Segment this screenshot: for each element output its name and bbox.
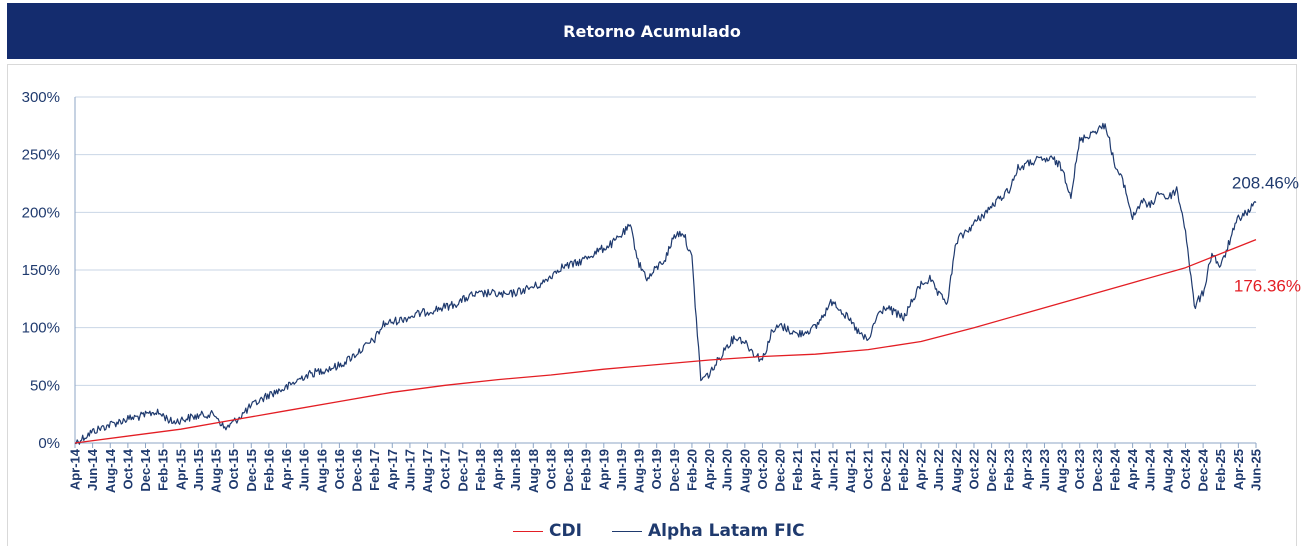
legend-item-cdi: CDI: [513, 519, 582, 543]
x-tick-label: Dec-22: [984, 449, 999, 492]
x-tick-label: Apr-16: [279, 449, 294, 490]
x-tick-label: Dec-20: [773, 449, 788, 492]
x-tick-label: Apr-14: [68, 448, 83, 490]
x-tick-label: Oct-15: [226, 449, 241, 489]
x-tick-label: Jun-16: [297, 449, 312, 491]
x-tick-label: Dec-19: [667, 449, 682, 492]
x-tick-label: Aug-20: [737, 449, 752, 493]
x-tick-label: Aug-19: [632, 449, 647, 493]
x-tick-label: Oct-19: [649, 449, 664, 489]
x-tick-label: Aug-14: [103, 448, 118, 493]
x-tick-label: Feb-15: [156, 449, 171, 491]
x-tick-label: Feb-24: [1107, 448, 1122, 491]
series-line-cdi: [74, 238, 1257, 444]
x-tick-label: Oct-21: [861, 449, 876, 489]
x-tick-label: Feb-21: [790, 449, 805, 491]
x-tick-label: Feb-16: [261, 449, 276, 491]
x-tick-label: Apr-21: [808, 449, 823, 490]
x-tick-label: Jun-24: [1143, 448, 1158, 491]
x-tick-label: Oct-23: [1072, 449, 1087, 489]
x-tick-label: Dec-16: [350, 449, 365, 492]
legend: CDI Alpha Latam FIC: [0, 519, 1303, 543]
x-tick-label: Dec-14: [138, 448, 153, 491]
x-tick-label: Jun-25: [1249, 449, 1264, 491]
x-tick-label: Apr-19: [596, 449, 611, 490]
x-tick-label: Aug-17: [420, 449, 435, 493]
series-line-alpha-latam: [74, 122, 1257, 445]
x-tick-label: Apr-24: [1125, 448, 1140, 490]
y-tick-label: 300%: [22, 89, 60, 106]
x-tick-label: Jun-15: [191, 449, 206, 491]
y-tick-label: 150%: [22, 262, 60, 279]
x-tick-label: Jun-18: [508, 449, 523, 491]
x-tick-label: Dec-15: [244, 449, 259, 492]
x-tick-label: Oct-17: [438, 449, 453, 489]
legend-item-alpha-latam: Alpha Latam FIC: [612, 519, 805, 543]
x-tick-label: Apr-22: [914, 449, 929, 490]
legend-swatch-cdi: [513, 530, 543, 532]
chart-panel: [7, 64, 1297, 546]
x-tick-label: Apr-17: [385, 449, 400, 490]
x-tick-label: Oct-18: [543, 449, 558, 489]
x-tick-label: Oct-16: [332, 449, 347, 489]
x-tick-label: Oct-24: [1178, 448, 1193, 489]
x-tick-label: Aug-21: [843, 449, 858, 493]
x-tick-label: Dec-21: [878, 449, 893, 492]
x-tick-label: Aug-16: [314, 449, 329, 493]
x-tick-label: Feb-25: [1213, 449, 1228, 491]
x-tick-label: Oct-22: [966, 449, 981, 489]
y-tick-label: 250%: [22, 147, 60, 164]
x-tick-label: Jun-17: [402, 449, 417, 491]
x-tick-label: Dec-24: [1196, 448, 1211, 491]
y-tick-label: 200%: [22, 204, 60, 221]
x-tick-label: Oct-20: [755, 449, 770, 489]
x-tick-label: Apr-25: [1231, 449, 1246, 490]
x-tick-label: Feb-17: [367, 449, 382, 491]
x-tick-label: Aug-24: [1160, 448, 1175, 493]
legend-label-cdi: CDI: [549, 521, 582, 541]
chart-header-bar: Retorno Acumulado: [7, 3, 1297, 59]
x-tick-label: Feb-20: [684, 449, 699, 491]
x-tick-label: Dec-23: [1090, 449, 1105, 492]
legend-label-alpha-latam: Alpha Latam FIC: [648, 521, 805, 541]
x-tick-label: Feb-23: [1002, 449, 1017, 491]
x-tick-label: Jun-22: [931, 449, 946, 491]
x-tick-label: Aug-15: [209, 449, 224, 493]
y-tick-label: 100%: [22, 320, 60, 337]
x-tick-label: Aug-22: [949, 449, 964, 493]
x-tick-label: Apr-15: [173, 449, 188, 490]
x-tick-label: Apr-23: [1019, 449, 1034, 490]
x-tick-label: Jun-21: [825, 449, 840, 491]
x-tick-label: Dec-18: [561, 449, 576, 492]
y-tick-label: 0%: [38, 435, 60, 452]
x-tick-label: Feb-19: [579, 449, 594, 491]
y-tick-label: 50%: [30, 377, 60, 394]
x-tick-label: Jun-20: [720, 449, 735, 491]
x-tick-label: Jun-19: [614, 449, 629, 491]
x-tick-label: Oct-14: [120, 448, 135, 489]
end-label-cdi: 176.36%: [1234, 277, 1301, 296]
end-label-alpha-latam: 208.46%: [1232, 174, 1299, 193]
legend-swatch-alpha-latam: [612, 530, 642, 532]
x-tick-label: Apr-20: [702, 449, 717, 490]
x-tick-label: Feb-22: [896, 449, 911, 491]
x-tick-label: Aug-18: [526, 449, 541, 493]
chart-title: Retorno Acumulado: [563, 21, 741, 41]
x-tick-label: Apr-18: [491, 449, 506, 490]
x-tick-label: Feb-18: [473, 449, 488, 491]
x-tick-label: Jun-14: [85, 448, 100, 491]
x-tick-label: Dec-17: [455, 449, 470, 492]
x-tick-label: Aug-23: [1055, 449, 1070, 493]
x-tick-label: Jun-23: [1037, 449, 1052, 491]
